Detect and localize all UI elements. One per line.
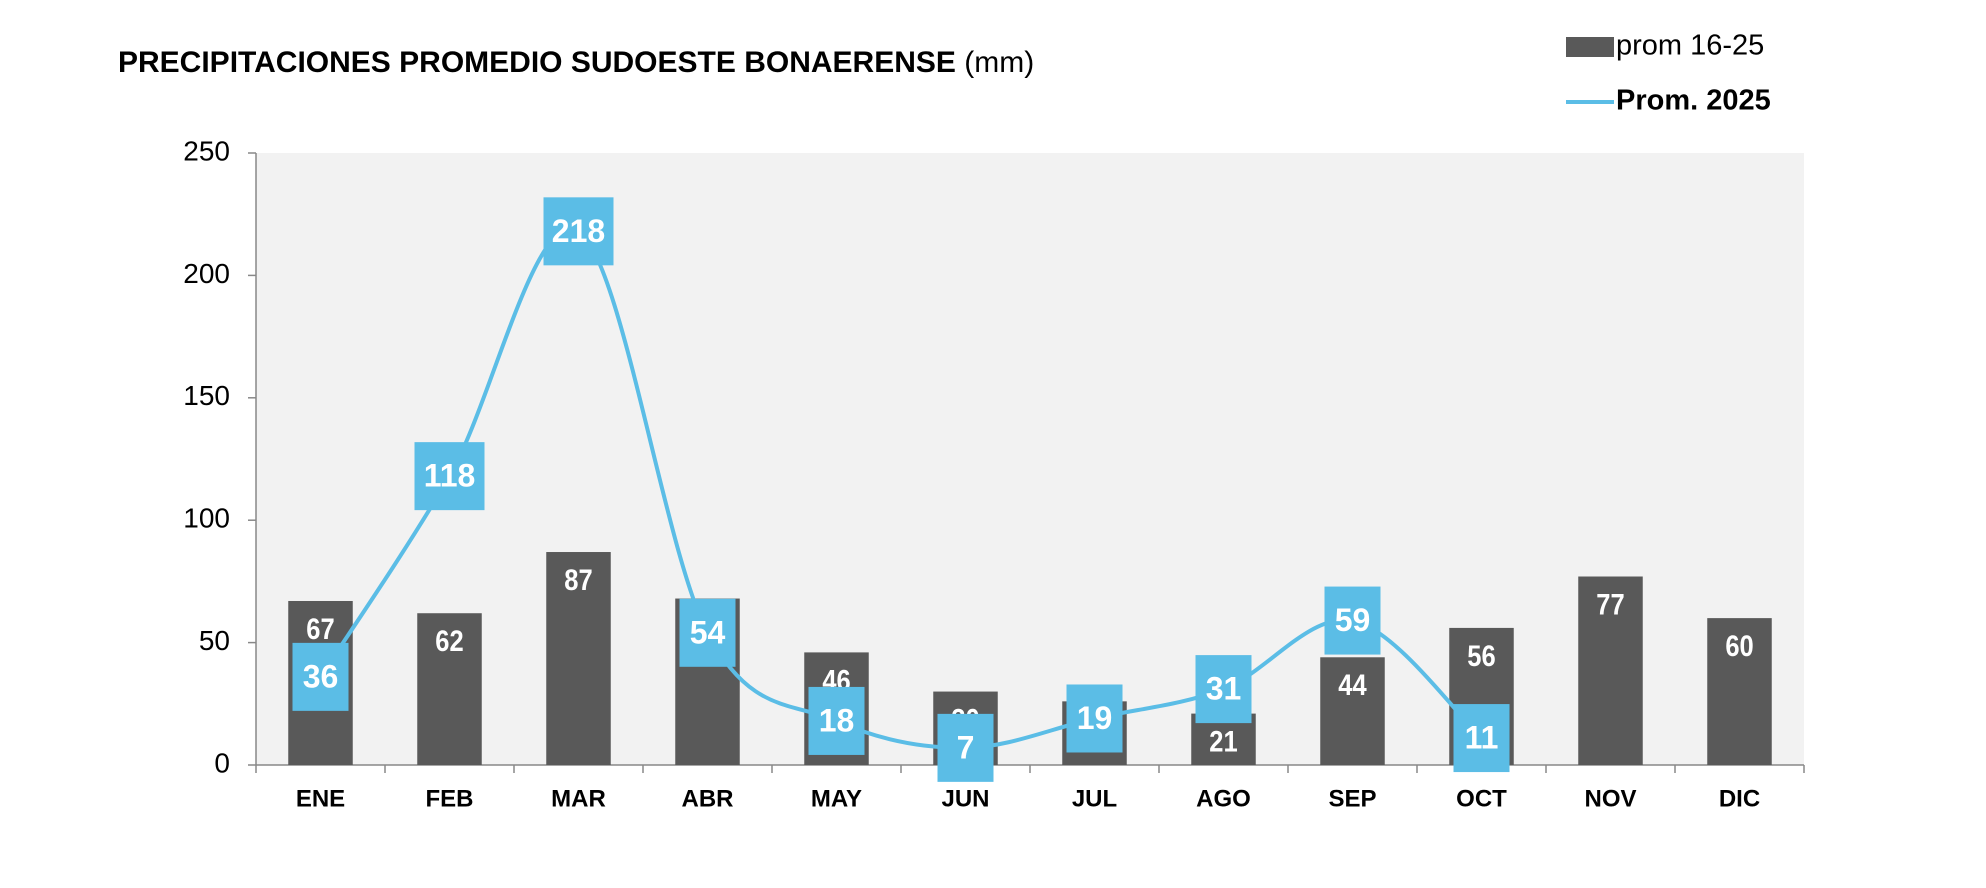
line-value-label: 31 xyxy=(1206,671,1242,707)
y-tick-label: 200 xyxy=(183,258,230,289)
bar-value-label: 44 xyxy=(1338,668,1367,701)
x-tick-label: SEP xyxy=(1328,785,1376,812)
line-label-box xyxy=(808,686,865,755)
line-label-box xyxy=(1324,586,1381,655)
y-tick-label: 150 xyxy=(183,380,230,411)
line-label-box xyxy=(937,713,994,782)
line-label-box xyxy=(679,598,736,667)
line-value-label: 54 xyxy=(690,614,726,650)
x-tick-label: JUL xyxy=(1072,785,1117,812)
title-main: PRECIPITACIONES PROMEDIO SUDOESTE BONAER… xyxy=(118,46,956,79)
x-tick-label: MAR xyxy=(551,785,606,812)
x-tick-label: JUN xyxy=(941,785,989,812)
x-tick-label: OCT xyxy=(1456,785,1507,812)
line-label-box xyxy=(1453,704,1510,773)
bar xyxy=(1578,576,1643,765)
line-value-label: 59 xyxy=(1335,602,1371,638)
legend-label: prom 16-25 xyxy=(1616,30,1764,62)
legend-swatch xyxy=(1566,37,1614,57)
x-tick-label: FEB xyxy=(426,785,474,812)
line-value-label: 118 xyxy=(424,458,476,494)
line-value-label: 18 xyxy=(819,702,855,738)
plot-area xyxy=(256,153,1804,765)
bar-value-label: 87 xyxy=(564,563,592,596)
bar xyxy=(1320,657,1385,765)
x-tick-label: ENE xyxy=(296,785,345,812)
line-value-label: 11 xyxy=(1465,720,1499,756)
y-tick-label: 250 xyxy=(183,135,230,166)
y-tick-label: 100 xyxy=(183,503,230,534)
line-label-box xyxy=(543,197,614,266)
x-tick-label: MAY xyxy=(811,785,862,812)
x-tick-label: AGO xyxy=(1196,785,1251,812)
line-value-label: 36 xyxy=(303,658,339,694)
bar xyxy=(546,552,611,765)
x-tick-label: NOV xyxy=(1584,785,1636,812)
line-label-box xyxy=(414,442,485,511)
line-value-label: 218 xyxy=(552,213,605,249)
bar-value-label: 62 xyxy=(435,624,463,657)
bar-value-label: 56 xyxy=(1467,639,1495,672)
x-tick-label: ABR xyxy=(682,785,734,812)
bar xyxy=(417,613,482,765)
bar xyxy=(1707,618,1772,765)
x-tick-label: DIC xyxy=(1719,785,1760,812)
legend-label: Prom. 2025 xyxy=(1616,85,1771,117)
bar-value-label: 67 xyxy=(306,612,334,645)
line-value-label: 19 xyxy=(1077,700,1113,736)
line-label-box xyxy=(1066,684,1123,753)
bar-value-label: 60 xyxy=(1725,629,1753,662)
line-value-label: 7 xyxy=(957,729,975,765)
line-label-box xyxy=(292,642,349,711)
title-suffix: (mm) xyxy=(964,46,1034,79)
chart-title: PRECIPITACIONES PROMEDIO SUDOESTE BONAER… xyxy=(118,46,1034,79)
y-tick-label: 50 xyxy=(199,625,230,656)
bar-value-label: 21 xyxy=(1209,725,1237,758)
y-tick-label: 0 xyxy=(214,747,230,778)
bar-value-label: 77 xyxy=(1596,587,1624,620)
line-label-box xyxy=(1195,655,1252,724)
